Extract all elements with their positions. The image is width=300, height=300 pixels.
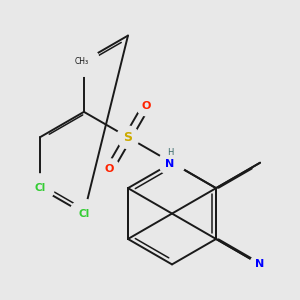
- Text: Cl: Cl: [34, 183, 46, 193]
- Text: Cl: Cl: [78, 208, 90, 219]
- Circle shape: [136, 95, 157, 116]
- Circle shape: [69, 46, 99, 76]
- Text: S: S: [124, 131, 133, 144]
- Text: CH₃: CH₃: [74, 56, 88, 65]
- Circle shape: [117, 126, 139, 148]
- Circle shape: [100, 159, 120, 179]
- Text: O: O: [105, 164, 114, 174]
- Text: H: H: [167, 148, 173, 157]
- Circle shape: [159, 149, 185, 176]
- Text: N: N: [256, 260, 265, 269]
- Circle shape: [70, 199, 98, 228]
- Text: O: O: [142, 100, 151, 111]
- Text: N: N: [165, 159, 175, 169]
- Circle shape: [250, 254, 270, 274]
- Circle shape: [26, 174, 54, 203]
